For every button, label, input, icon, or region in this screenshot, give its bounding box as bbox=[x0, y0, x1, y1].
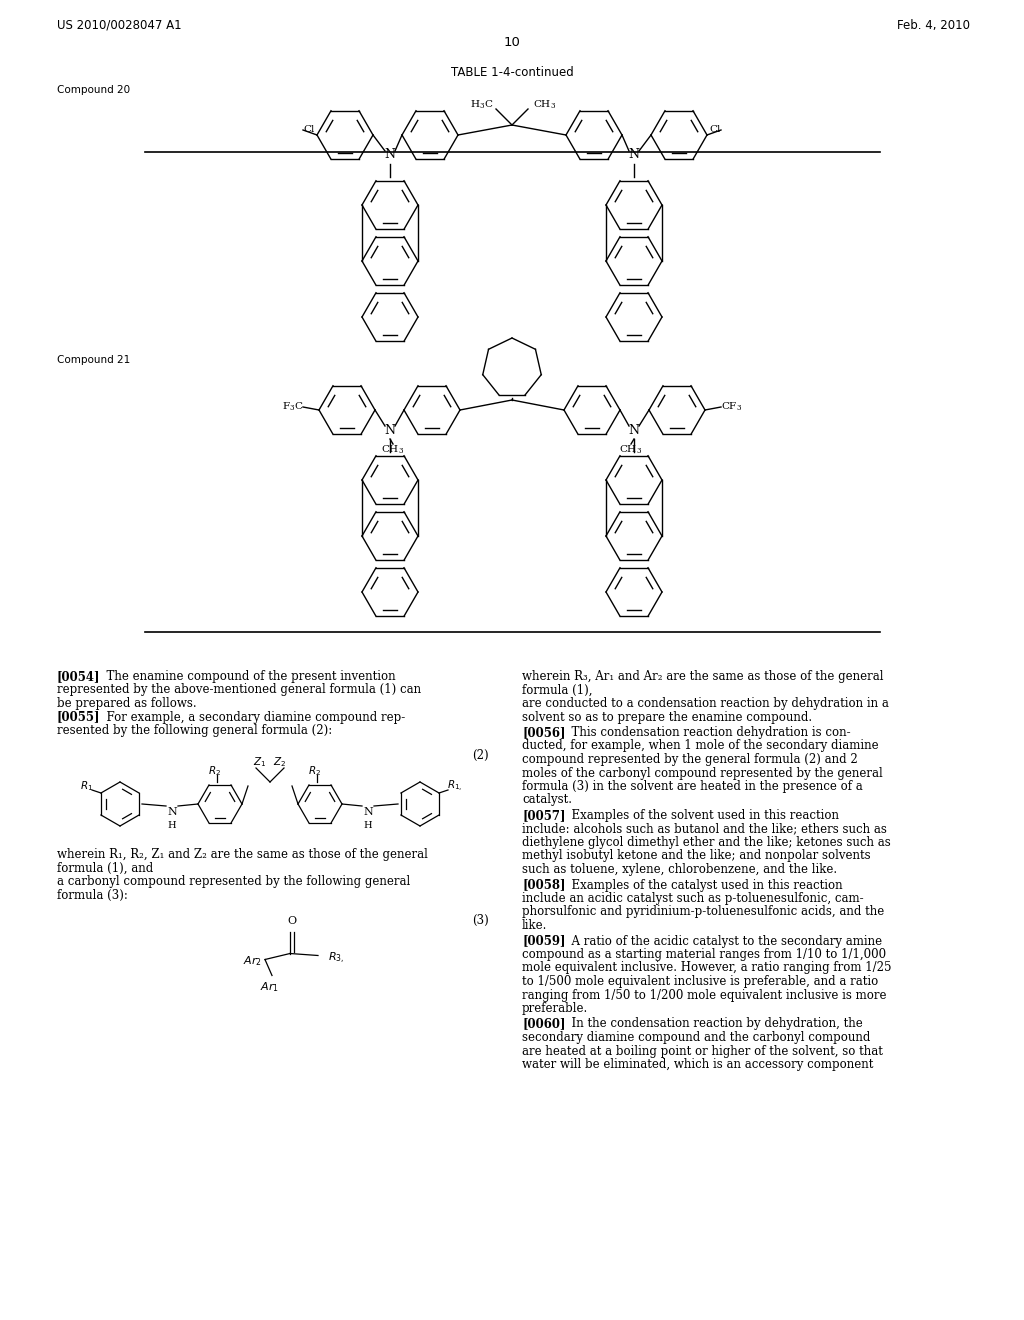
Text: H: H bbox=[364, 821, 373, 830]
Text: $\mathregular{CF_3}$: $\mathregular{CF_3}$ bbox=[721, 401, 742, 413]
Text: Compound 20: Compound 20 bbox=[57, 84, 130, 95]
Text: N: N bbox=[384, 149, 395, 161]
Text: $R_2$: $R_2$ bbox=[209, 764, 221, 777]
Text: compound represented by the general formula (2) and 2: compound represented by the general form… bbox=[522, 752, 858, 766]
Text: [0054]: [0054] bbox=[57, 671, 100, 682]
Text: 10: 10 bbox=[504, 36, 520, 49]
Text: Feb. 4, 2010: Feb. 4, 2010 bbox=[897, 18, 970, 32]
Text: formula (3) in the solvent are heated in the presence of a: formula (3) in the solvent are heated in… bbox=[522, 780, 863, 793]
Text: In the condensation reaction by dehydration, the: In the condensation reaction by dehydrat… bbox=[564, 1018, 863, 1031]
Text: [0057]: [0057] bbox=[522, 809, 565, 822]
Text: $\mathregular{F_3C}$: $\mathregular{F_3C}$ bbox=[282, 401, 303, 413]
Text: For example, a secondary diamine compound rep-: For example, a secondary diamine compoun… bbox=[99, 710, 406, 723]
Text: [0059]: [0059] bbox=[522, 935, 565, 948]
Text: wherein R₃, Ar₁ and Ar₂ are the same as those of the general: wherein R₃, Ar₁ and Ar₂ are the same as … bbox=[522, 671, 884, 682]
Text: $\mathregular{CH_3}$: $\mathregular{CH_3}$ bbox=[534, 99, 556, 111]
Text: $R_{3,}$: $R_{3,}$ bbox=[328, 950, 344, 966]
Text: solvent so as to prepare the enamine compound.: solvent so as to prepare the enamine com… bbox=[522, 710, 812, 723]
Text: are heated at a boiling point or higher of the solvent, so that: are heated at a boiling point or higher … bbox=[522, 1044, 883, 1057]
Text: Examples of the solvent used in this reaction: Examples of the solvent used in this rea… bbox=[564, 809, 839, 822]
Text: include an acidic catalyst such as p-toluenesulfonic, cam-: include an acidic catalyst such as p-tol… bbox=[522, 892, 863, 906]
Text: [0056]: [0056] bbox=[522, 726, 565, 739]
Text: [0055]: [0055] bbox=[57, 710, 100, 723]
Text: moles of the carbonyl compound represented by the general: moles of the carbonyl compound represent… bbox=[522, 767, 883, 780]
Text: Examples of the catalyst used in this reaction: Examples of the catalyst used in this re… bbox=[564, 879, 843, 891]
Text: N: N bbox=[384, 424, 395, 437]
Text: The enamine compound of the present invention: The enamine compound of the present inve… bbox=[99, 671, 395, 682]
Text: water will be eliminated, which is an accessory component: water will be eliminated, which is an ac… bbox=[522, 1059, 873, 1071]
Text: ducted, for example, when 1 mole of the secondary diamine: ducted, for example, when 1 mole of the … bbox=[522, 739, 879, 752]
Text: preferable.: preferable. bbox=[522, 1002, 588, 1015]
Text: O: O bbox=[288, 916, 297, 927]
Text: diethylene glycol dimethyl ether and the like; ketones such as: diethylene glycol dimethyl ether and the… bbox=[522, 836, 891, 849]
Text: a carbonyl compound represented by the following general: a carbonyl compound represented by the f… bbox=[57, 875, 411, 888]
Text: methyl isobutyl ketone and the like; and nonpolar solvents: methyl isobutyl ketone and the like; and… bbox=[522, 850, 870, 862]
Text: N: N bbox=[629, 424, 640, 437]
Text: Cl: Cl bbox=[710, 125, 721, 135]
Text: H: H bbox=[168, 821, 176, 830]
Text: formula (3):: formula (3): bbox=[57, 888, 128, 902]
Text: $Ar_2$: $Ar_2$ bbox=[243, 954, 261, 969]
Text: ranging from 1/50 to 1/200 mole equivalent inclusive is more: ranging from 1/50 to 1/200 mole equivale… bbox=[522, 989, 887, 1002]
Text: secondary diamine compound and the carbonyl compound: secondary diamine compound and the carbo… bbox=[522, 1031, 870, 1044]
Text: N: N bbox=[364, 807, 373, 817]
Text: $Z_2$: $Z_2$ bbox=[273, 755, 287, 768]
Text: $R_1$: $R_1$ bbox=[81, 779, 93, 793]
Text: compound as a starting material ranges from 1/10 to 1/1,000: compound as a starting material ranges f… bbox=[522, 948, 886, 961]
Text: [0060]: [0060] bbox=[522, 1018, 565, 1031]
Text: $\mathregular{CH_3}$: $\mathregular{CH_3}$ bbox=[620, 444, 642, 457]
Text: (2): (2) bbox=[472, 748, 488, 762]
Text: $Ar_1$: $Ar_1$ bbox=[260, 981, 280, 994]
Text: N: N bbox=[629, 149, 640, 161]
Text: are conducted to a condensation reaction by dehydration in a: are conducted to a condensation reaction… bbox=[522, 697, 889, 710]
Text: $R_2$: $R_2$ bbox=[308, 764, 322, 777]
Text: wherein R₁, R₂, Z₁ and Z₂ are the same as those of the general: wherein R₁, R₂, Z₁ and Z₂ are the same a… bbox=[57, 847, 428, 861]
Text: US 2010/0028047 A1: US 2010/0028047 A1 bbox=[57, 18, 181, 32]
Text: catalyst.: catalyst. bbox=[522, 793, 572, 807]
Text: Cl: Cl bbox=[303, 125, 314, 135]
Text: phorsulfonic and pyridinium-p-toluenesulfonic acids, and the: phorsulfonic and pyridinium-p-toluenesul… bbox=[522, 906, 885, 919]
Text: be prepared as follows.: be prepared as follows. bbox=[57, 697, 197, 710]
Text: Compound 21: Compound 21 bbox=[57, 355, 130, 366]
Text: include: alcohols such as butanol and the like; ethers such as: include: alcohols such as butanol and th… bbox=[522, 822, 887, 836]
Text: This condensation reaction dehydration is con-: This condensation reaction dehydration i… bbox=[564, 726, 851, 739]
Text: formula (1),: formula (1), bbox=[522, 684, 593, 697]
Text: like.: like. bbox=[522, 919, 548, 932]
Text: A ratio of the acidic catalyst to the secondary amine: A ratio of the acidic catalyst to the se… bbox=[564, 935, 882, 948]
Text: $R_{1,}$: $R_{1,}$ bbox=[447, 779, 463, 793]
Text: represented by the above-mentioned general formula (1) can: represented by the above-mentioned gener… bbox=[57, 684, 421, 697]
Text: TABLE 1-4-continued: TABLE 1-4-continued bbox=[451, 66, 573, 78]
Text: $\mathregular{H_3C}$: $\mathregular{H_3C}$ bbox=[470, 99, 493, 111]
Text: formula (1), and: formula (1), and bbox=[57, 862, 154, 874]
Text: such as toluene, xylene, chlorobenzene, and the like.: such as toluene, xylene, chlorobenzene, … bbox=[522, 863, 838, 876]
Text: $\mathregular{CH_3}$: $\mathregular{CH_3}$ bbox=[382, 444, 404, 457]
Text: [0058]: [0058] bbox=[522, 879, 565, 891]
Text: to 1/500 mole equivalent inclusive is preferable, and a ratio: to 1/500 mole equivalent inclusive is pr… bbox=[522, 975, 879, 987]
Text: N: N bbox=[167, 807, 177, 817]
Text: resented by the following general formula (2):: resented by the following general formul… bbox=[57, 723, 332, 737]
Text: $Z_1$: $Z_1$ bbox=[253, 755, 266, 768]
Text: mole equivalent inclusive. However, a ratio ranging from 1/25: mole equivalent inclusive. However, a ra… bbox=[522, 961, 892, 974]
Text: (3): (3) bbox=[472, 913, 488, 927]
